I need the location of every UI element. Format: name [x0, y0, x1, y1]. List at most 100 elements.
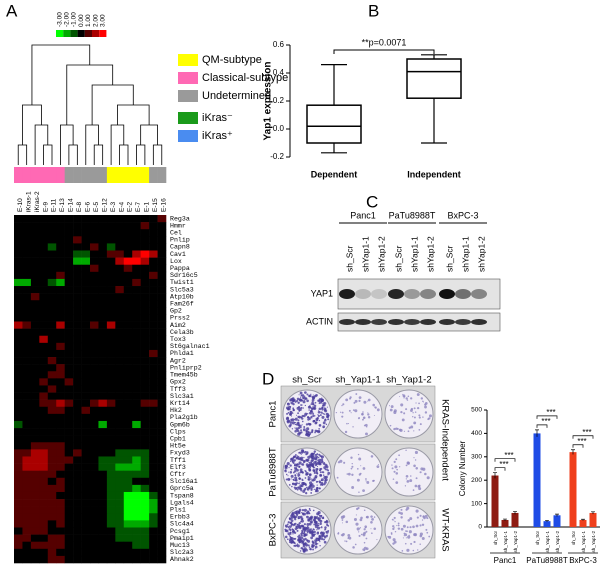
- significance-bracket: [536, 424, 548, 428]
- colony-dot: [290, 536, 292, 539]
- heatmap-cell: [73, 335, 82, 344]
- heatmap-cell: [149, 520, 158, 528]
- heatmap-cell: [22, 506, 32, 514]
- heatmap-cell: [90, 250, 99, 258]
- blot-group-label: Panc1: [350, 210, 376, 220]
- colony-dot: [326, 406, 328, 408]
- colony-dot: [317, 537, 321, 541]
- colony-dot: [319, 454, 322, 458]
- colony-dot: [297, 473, 301, 477]
- y-tick-label: 0.4: [273, 68, 285, 77]
- blot-lane-label: sh_Scr: [444, 245, 454, 272]
- colony-dot: [312, 548, 315, 551]
- heatmap-cell: [73, 243, 82, 251]
- y-tick-label: 100: [471, 500, 482, 507]
- heatmap-cell: [64, 215, 74, 223]
- colony-dot: [426, 476, 430, 480]
- colony-dot: [327, 524, 330, 527]
- error-bar: [503, 518, 507, 521]
- heatmap-cell: [149, 449, 158, 457]
- colony-dot: [319, 522, 322, 526]
- heatmap-cell: [64, 520, 74, 528]
- colony-dot: [311, 407, 314, 410]
- heatmap-cell: [157, 506, 167, 514]
- colony-dot: [392, 527, 395, 531]
- colony-dot: [389, 408, 393, 412]
- heatmap-cell: [81, 385, 91, 393]
- heatmap-cell: [30, 548, 40, 557]
- colony-dot: [415, 509, 419, 513]
- heatmap-cell: [140, 264, 150, 273]
- heatmap-cell: [115, 321, 125, 329]
- heatmap-cell: [98, 257, 108, 266]
- colony-dot: [353, 401, 356, 404]
- heatmap-cell: [47, 243, 57, 251]
- heatmap-cell: [64, 314, 74, 322]
- heatmap-cell: [47, 406, 57, 415]
- heatmap-cell: [106, 506, 116, 514]
- box: [306, 104, 362, 144]
- heatmap-cell: [81, 406, 91, 415]
- heatmap-cell: [132, 307, 141, 315]
- colony-dot: [412, 416, 414, 418]
- colony-dot: [324, 526, 327, 529]
- heatmap-cell: [123, 506, 133, 514]
- dendrogram-branch: [17, 144, 28, 165]
- heatmap-cell: [132, 491, 141, 500]
- colony-dot: [322, 421, 326, 425]
- heatmap-cell: [123, 449, 133, 457]
- color-scale-cell: [56, 30, 64, 37]
- colony-dot: [303, 531, 306, 534]
- colony-dot: [316, 529, 318, 531]
- heatmap-cell: [106, 428, 116, 436]
- colony-dot: [314, 453, 317, 457]
- colony-dot: [292, 402, 295, 406]
- heatmap-cell: [14, 420, 23, 429]
- colony-dot: [356, 478, 360, 482]
- heatmap-cell: [98, 364, 108, 372]
- heatmap-cell: [123, 555, 133, 564]
- heatmap-cell: [132, 300, 141, 308]
- colony-dot: [324, 418, 327, 421]
- heatmap-cell: [22, 435, 32, 443]
- colony-dot: [296, 397, 300, 401]
- colony-dot: [292, 533, 294, 535]
- heatmap-cell: [106, 449, 116, 457]
- dendrogram-branch: [68, 144, 78, 165]
- heatmap-cell: [56, 321, 65, 329]
- heatmap-cell: [30, 435, 40, 443]
- heatmap-cell: [90, 307, 99, 315]
- colony-row-label: Panc1: [268, 401, 279, 428]
- gene-label: Agr2: [170, 357, 186, 364]
- heatmap-cell: [73, 264, 82, 273]
- significance-bracket: [494, 458, 516, 462]
- colony-dot: [301, 450, 305, 453]
- heatmap-cell: [47, 548, 57, 557]
- heatmap-cell: [115, 222, 125, 230]
- heatmap-cell: [47, 321, 57, 329]
- heatmap-cell: [149, 506, 158, 514]
- heatmap-cell: [81, 229, 91, 237]
- heatmap-cell: [22, 222, 32, 230]
- colony-dot: [287, 402, 289, 405]
- colony-dot: [304, 470, 306, 472]
- colony-dot: [312, 396, 316, 399]
- heatmap-cell: [98, 463, 108, 471]
- heatmap-cell: [81, 271, 91, 280]
- colony-dot: [300, 546, 303, 550]
- colony-dot: [292, 482, 295, 486]
- colony-dot: [406, 461, 410, 465]
- significance-label: ***: [577, 437, 586, 446]
- heatmap-cell: [47, 506, 57, 514]
- heatmap-cell: [14, 413, 23, 422]
- heatmap-cell: [81, 435, 91, 443]
- colony-dot: [307, 465, 309, 467]
- heatmap-cell: [106, 328, 116, 337]
- colony-dot: [397, 524, 400, 527]
- colony-dot: [301, 543, 303, 545]
- colony-dot: [323, 483, 326, 486]
- subtype-cell: [157, 167, 167, 183]
- heatmap-cell: [132, 406, 141, 415]
- heatmap-cell: [14, 406, 23, 415]
- heatmap-cell: [132, 215, 141, 223]
